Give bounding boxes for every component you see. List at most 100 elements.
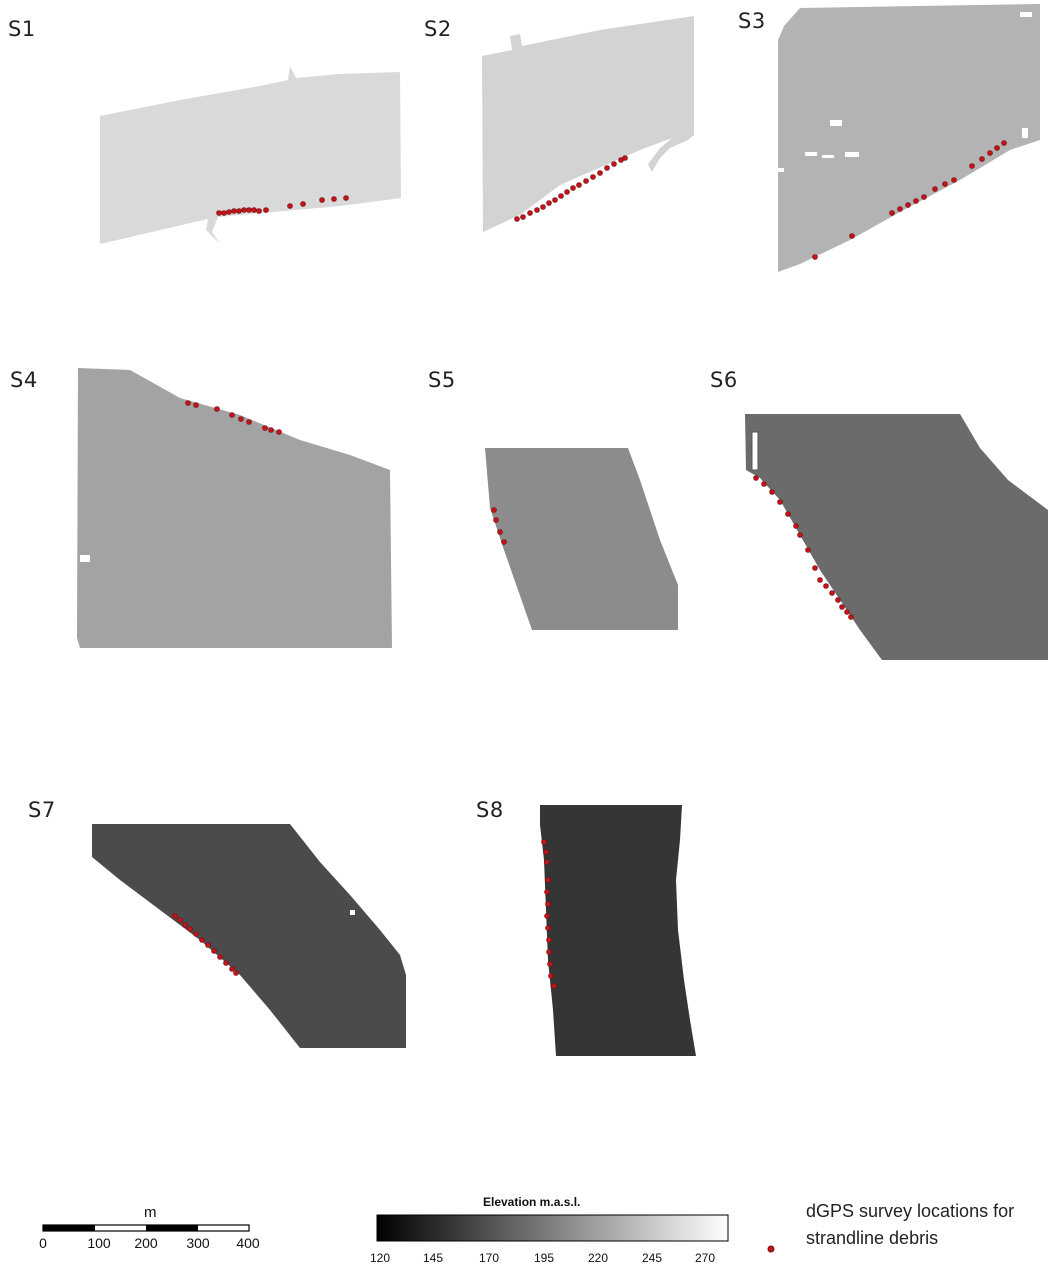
survey-point bbox=[823, 583, 829, 589]
survey-point bbox=[969, 163, 975, 169]
survey-point bbox=[497, 529, 503, 535]
survey-point bbox=[849, 233, 855, 239]
site-s7-map bbox=[92, 824, 406, 1048]
survey-point bbox=[611, 161, 617, 167]
survey-point bbox=[544, 913, 550, 919]
site-s5-elevation-raster bbox=[485, 448, 678, 630]
survey-point bbox=[604, 165, 610, 171]
survey-point bbox=[817, 577, 823, 583]
survey-point bbox=[541, 839, 547, 845]
survey-points-legend-line1: dGPS survey locations for bbox=[806, 1201, 1015, 1221]
survey-point bbox=[761, 481, 767, 487]
elevation-tick: 145 bbox=[422, 1251, 444, 1265]
survey-point bbox=[182, 922, 188, 928]
survey-point bbox=[576, 182, 582, 188]
survey-point bbox=[544, 889, 550, 895]
survey-point bbox=[493, 517, 499, 523]
survey-points-legend-text: dGPS survey locations for strandline deb… bbox=[806, 1198, 1014, 1252]
survey-point bbox=[217, 954, 223, 960]
site-s3-elevation-raster bbox=[778, 4, 1040, 272]
survey-point bbox=[546, 949, 552, 955]
survey-point bbox=[223, 960, 229, 966]
elevation-tick: 120 bbox=[369, 1251, 391, 1265]
survey-point bbox=[829, 590, 835, 596]
panel-label-s8: S8 bbox=[476, 798, 504, 822]
scale-bar-tick: 300 bbox=[186, 1235, 210, 1251]
survey-point bbox=[812, 565, 818, 571]
survey-point bbox=[552, 197, 558, 203]
survey-point bbox=[229, 966, 235, 972]
survey-point bbox=[597, 170, 603, 176]
scale-bar bbox=[42, 1224, 250, 1232]
survey-point bbox=[226, 209, 232, 215]
site-s4-elevation-raster bbox=[77, 368, 392, 648]
survey-point bbox=[839, 604, 845, 610]
survey-point bbox=[543, 849, 549, 855]
site-s4-nodata-gap bbox=[80, 555, 90, 562]
survey-point bbox=[199, 937, 205, 943]
survey-point bbox=[921, 194, 927, 200]
scale-bar-tick: 400 bbox=[236, 1235, 260, 1251]
survey-point bbox=[548, 973, 554, 979]
survey-point bbox=[214, 406, 220, 412]
survey-point bbox=[216, 210, 222, 216]
survey-point bbox=[233, 970, 239, 976]
survey-point bbox=[544, 859, 550, 865]
site-s4-map bbox=[77, 368, 392, 648]
survey-point bbox=[193, 931, 199, 937]
survey-point bbox=[540, 204, 546, 210]
site-s1-elevation-raster bbox=[100, 66, 401, 244]
survey-point bbox=[501, 539, 507, 545]
survey-point bbox=[547, 961, 553, 967]
scale-bar-tick: 100 bbox=[87, 1235, 111, 1251]
survey-point bbox=[835, 597, 841, 603]
survey-point bbox=[491, 507, 497, 513]
survey-point bbox=[343, 195, 349, 201]
survey-point bbox=[251, 207, 257, 213]
survey-point bbox=[564, 189, 570, 195]
survey-point bbox=[889, 210, 895, 216]
survey-point bbox=[300, 201, 306, 207]
survey-point bbox=[979, 156, 985, 162]
survey-point bbox=[534, 207, 540, 213]
survey-point bbox=[246, 207, 252, 213]
survey-point bbox=[229, 412, 235, 418]
survey-point bbox=[246, 419, 252, 425]
survey-point bbox=[785, 511, 791, 517]
site-s7-elevation-raster bbox=[92, 824, 406, 1048]
panel-label-s1: S1 bbox=[8, 17, 36, 41]
elevation-color-ramp bbox=[376, 1214, 729, 1242]
survey-point bbox=[256, 208, 262, 214]
survey-point bbox=[994, 145, 1000, 151]
panel-label-s4: S4 bbox=[10, 368, 38, 392]
site-s2-map bbox=[482, 16, 694, 232]
survey-point bbox=[236, 208, 242, 214]
site-s6-nodata-gap bbox=[751, 431, 759, 471]
survey-point bbox=[753, 475, 759, 481]
survey-point bbox=[177, 917, 183, 923]
elevation-tick: 220 bbox=[587, 1251, 609, 1265]
site-s6-elevation-raster bbox=[745, 414, 1048, 660]
survey-point bbox=[897, 206, 903, 212]
survey-point bbox=[193, 402, 199, 408]
survey-point bbox=[545, 877, 551, 883]
site-s8-survey-points bbox=[541, 839, 557, 989]
survey-point bbox=[319, 197, 325, 203]
survey-point bbox=[551, 983, 557, 989]
site-s7-survey-points bbox=[172, 913, 239, 976]
survey-point bbox=[848, 614, 854, 620]
survey-point bbox=[546, 937, 552, 943]
survey-point bbox=[546, 200, 552, 206]
panel-label-s7: S7 bbox=[28, 798, 56, 822]
survey-point bbox=[769, 489, 775, 495]
survey-points-legend-line2: strandline debris bbox=[806, 1228, 939, 1248]
survey-point bbox=[987, 150, 993, 156]
site-s4-survey-points bbox=[185, 400, 282, 435]
survey-point bbox=[231, 208, 237, 214]
panel-label-s3: S3 bbox=[738, 9, 766, 33]
survey-point bbox=[514, 216, 520, 222]
survey-point bbox=[185, 400, 191, 406]
survey-point bbox=[211, 948, 217, 954]
site-s6-map bbox=[745, 414, 1048, 660]
survey-point bbox=[793, 523, 799, 529]
